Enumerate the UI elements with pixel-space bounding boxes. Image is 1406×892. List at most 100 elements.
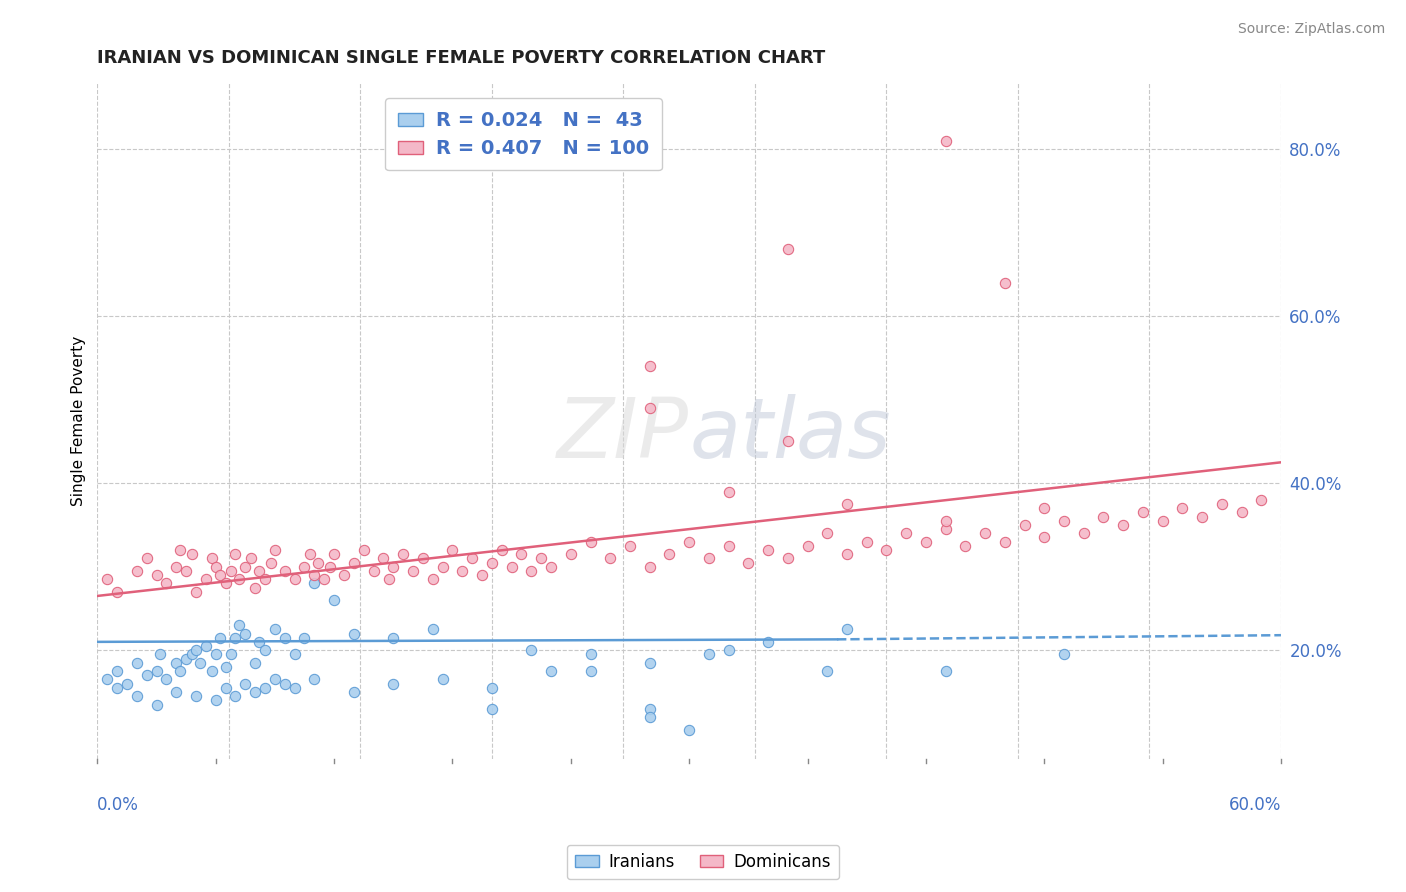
Point xyxy=(1053,648,1076,662)
Point xyxy=(105,584,128,599)
Point xyxy=(228,572,250,586)
Point xyxy=(382,559,405,574)
Point xyxy=(145,568,167,582)
Point xyxy=(343,685,366,699)
Point xyxy=(304,568,326,582)
Point xyxy=(638,559,661,574)
Point xyxy=(432,559,454,574)
Point xyxy=(875,543,897,558)
Point xyxy=(135,668,157,682)
Point xyxy=(125,656,148,670)
Point xyxy=(461,551,484,566)
Point xyxy=(96,673,118,687)
Point xyxy=(855,534,877,549)
Point xyxy=(737,556,759,570)
Point xyxy=(174,564,197,578)
Point xyxy=(165,656,187,670)
Point xyxy=(471,568,494,582)
Point xyxy=(228,618,250,632)
Point xyxy=(619,539,641,553)
Point xyxy=(240,551,263,566)
Point xyxy=(294,559,316,574)
Point xyxy=(638,359,661,374)
Point xyxy=(323,547,346,561)
Point xyxy=(174,651,197,665)
Point xyxy=(560,547,582,561)
Point xyxy=(1171,501,1194,516)
Point xyxy=(224,547,246,561)
Point xyxy=(155,673,177,687)
Point xyxy=(530,551,553,566)
Point xyxy=(214,576,236,591)
Point xyxy=(510,547,533,561)
Point xyxy=(201,551,224,566)
Point xyxy=(96,572,118,586)
Point xyxy=(796,539,818,553)
Point xyxy=(540,559,562,574)
Point xyxy=(1152,514,1174,528)
Point xyxy=(1191,509,1213,524)
Point xyxy=(717,484,740,499)
Text: atlas: atlas xyxy=(689,393,891,475)
Point xyxy=(208,568,231,582)
Point xyxy=(579,664,602,678)
Point xyxy=(165,685,187,699)
Point xyxy=(307,556,329,570)
Point xyxy=(540,664,562,678)
Point xyxy=(835,497,858,511)
Point xyxy=(402,564,425,578)
Point xyxy=(145,698,167,712)
Y-axis label: Single Female Poverty: Single Female Poverty xyxy=(72,335,86,506)
Point xyxy=(815,664,838,678)
Text: IRANIAN VS DOMINICAN SINGLE FEMALE POVERTY CORRELATION CHART: IRANIAN VS DOMINICAN SINGLE FEMALE POVER… xyxy=(97,49,825,67)
Point xyxy=(105,664,128,678)
Point xyxy=(284,572,307,586)
Point xyxy=(697,551,720,566)
Point xyxy=(994,534,1017,549)
Point xyxy=(935,664,957,678)
Point xyxy=(1230,505,1253,519)
Point xyxy=(165,559,187,574)
Point xyxy=(441,543,464,558)
Point xyxy=(204,648,226,662)
Point xyxy=(253,572,276,586)
Point xyxy=(481,556,503,570)
Point xyxy=(1053,514,1076,528)
Point xyxy=(184,584,207,599)
Point xyxy=(678,723,700,737)
Point xyxy=(658,547,681,561)
Point xyxy=(274,676,297,690)
Point xyxy=(247,635,270,649)
Point xyxy=(935,134,957,148)
Point xyxy=(155,576,177,591)
Point xyxy=(422,623,444,637)
Point xyxy=(243,656,266,670)
Point xyxy=(776,551,799,566)
Text: 60.0%: 60.0% xyxy=(1229,796,1281,814)
Point xyxy=(224,631,246,645)
Point xyxy=(264,673,287,687)
Point xyxy=(382,631,405,645)
Point xyxy=(149,648,172,662)
Point xyxy=(392,547,415,561)
Point xyxy=(491,543,513,558)
Point xyxy=(233,676,256,690)
Point xyxy=(243,581,266,595)
Point xyxy=(304,673,326,687)
Point xyxy=(382,676,405,690)
Point xyxy=(835,547,858,561)
Point xyxy=(194,639,217,653)
Point xyxy=(115,676,138,690)
Point xyxy=(432,673,454,687)
Point xyxy=(776,243,799,257)
Point xyxy=(284,648,307,662)
Point xyxy=(994,276,1017,290)
Point xyxy=(638,710,661,724)
Point xyxy=(214,660,236,674)
Text: Source: ZipAtlas.com: Source: ZipAtlas.com xyxy=(1237,22,1385,37)
Point xyxy=(204,559,226,574)
Point xyxy=(221,564,243,578)
Point xyxy=(208,631,231,645)
Legend: Iranians, Dominicans: Iranians, Dominicans xyxy=(567,845,839,880)
Point xyxy=(579,534,602,549)
